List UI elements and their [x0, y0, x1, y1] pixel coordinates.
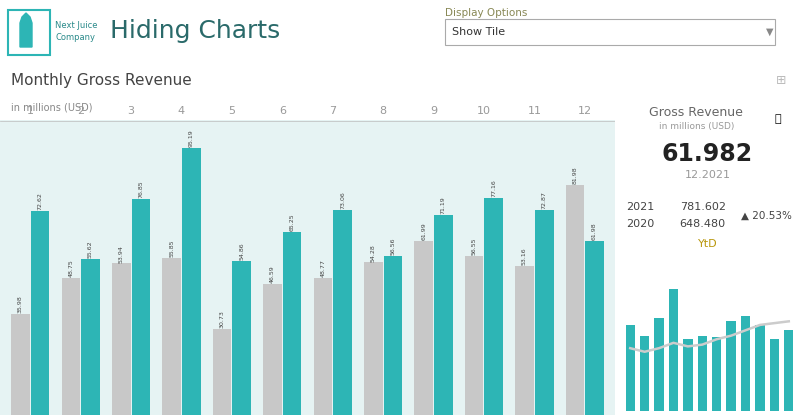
Bar: [314, 278, 332, 415]
Bar: [784, 330, 794, 411]
Text: 55.85: 55.85: [169, 240, 174, 257]
Bar: [726, 321, 736, 411]
Text: Company: Company: [55, 32, 95, 42]
Bar: [162, 258, 181, 415]
Bar: [213, 329, 231, 415]
Bar: [626, 325, 635, 411]
Text: 54.86: 54.86: [239, 242, 244, 260]
Bar: [698, 336, 707, 411]
Text: ▼: ▼: [766, 27, 774, 37]
Text: 72.87: 72.87: [542, 192, 546, 210]
Text: 65.25: 65.25: [290, 213, 294, 231]
Bar: [30, 211, 50, 415]
Text: 61.99: 61.99: [421, 222, 426, 240]
Bar: [535, 210, 554, 415]
Text: in millions (USD): in millions (USD): [658, 122, 734, 131]
Text: Next Juice: Next Juice: [55, 20, 98, 29]
Bar: [62, 278, 80, 415]
Text: 2020: 2020: [626, 219, 654, 229]
Bar: [434, 215, 453, 415]
Text: Monthly Gross Revenue: Monthly Gross Revenue: [11, 73, 192, 88]
Bar: [755, 325, 765, 411]
Bar: [334, 210, 352, 415]
Text: ⊞: ⊞: [776, 74, 786, 87]
Text: 46.59: 46.59: [270, 266, 275, 283]
Text: 95.19: 95.19: [189, 129, 194, 147]
Text: 61.982: 61.982: [662, 142, 753, 166]
Text: 54.28: 54.28: [370, 244, 376, 261]
Bar: [232, 261, 251, 415]
Bar: [364, 263, 382, 415]
Text: Display Options: Display Options: [445, 8, 527, 18]
Bar: [81, 259, 100, 415]
Text: 73.06: 73.06: [340, 191, 345, 209]
Bar: [640, 336, 650, 411]
Text: in millions (USD): in millions (USD): [11, 103, 93, 113]
Bar: [384, 256, 402, 415]
Text: 71.19: 71.19: [441, 196, 446, 214]
Text: 48.75: 48.75: [68, 259, 74, 277]
Text: 56.56: 56.56: [390, 238, 395, 255]
Text: 35.98: 35.98: [18, 295, 23, 313]
Bar: [669, 289, 678, 411]
Bar: [11, 314, 30, 415]
Text: 76.85: 76.85: [138, 181, 143, 198]
Text: 2021: 2021: [626, 202, 654, 212]
Bar: [770, 339, 779, 411]
Text: 72.62: 72.62: [38, 192, 42, 210]
Bar: [182, 148, 201, 415]
Bar: [683, 339, 693, 411]
Text: Gross Revenue: Gross Revenue: [650, 106, 743, 119]
Text: 53.94: 53.94: [118, 245, 124, 263]
Bar: [712, 337, 722, 411]
Text: 48.77: 48.77: [320, 259, 326, 277]
Polygon shape: [20, 13, 32, 47]
Text: 55.62: 55.62: [88, 240, 93, 258]
Bar: [586, 241, 604, 415]
Text: 30.73: 30.73: [219, 310, 225, 328]
Bar: [414, 241, 433, 415]
Bar: [741, 316, 750, 411]
Bar: [485, 198, 503, 415]
Bar: [465, 256, 483, 415]
Bar: [515, 266, 534, 415]
Bar: [566, 185, 584, 415]
Text: 📊: 📊: [774, 114, 781, 124]
Text: 77.16: 77.16: [491, 180, 496, 198]
Text: YtD: YtD: [698, 239, 718, 249]
Bar: [263, 284, 282, 415]
Text: 648.480: 648.480: [680, 219, 726, 229]
Bar: [445, 19, 775, 45]
Bar: [282, 232, 302, 415]
Bar: [131, 199, 150, 415]
Text: Show Tile: Show Tile: [452, 27, 505, 37]
Bar: [654, 318, 664, 411]
Text: ▲ 20.53%: ▲ 20.53%: [741, 210, 792, 220]
Bar: [112, 264, 130, 415]
Text: 81.98: 81.98: [573, 166, 578, 184]
Text: 56.55: 56.55: [472, 238, 477, 255]
Text: 53.16: 53.16: [522, 247, 527, 265]
Text: Hiding Charts: Hiding Charts: [110, 19, 280, 43]
Text: 781.602: 781.602: [680, 202, 726, 212]
Text: 61.98: 61.98: [592, 222, 597, 240]
Bar: [8, 10, 50, 55]
Text: 12.2021: 12.2021: [685, 170, 730, 180]
